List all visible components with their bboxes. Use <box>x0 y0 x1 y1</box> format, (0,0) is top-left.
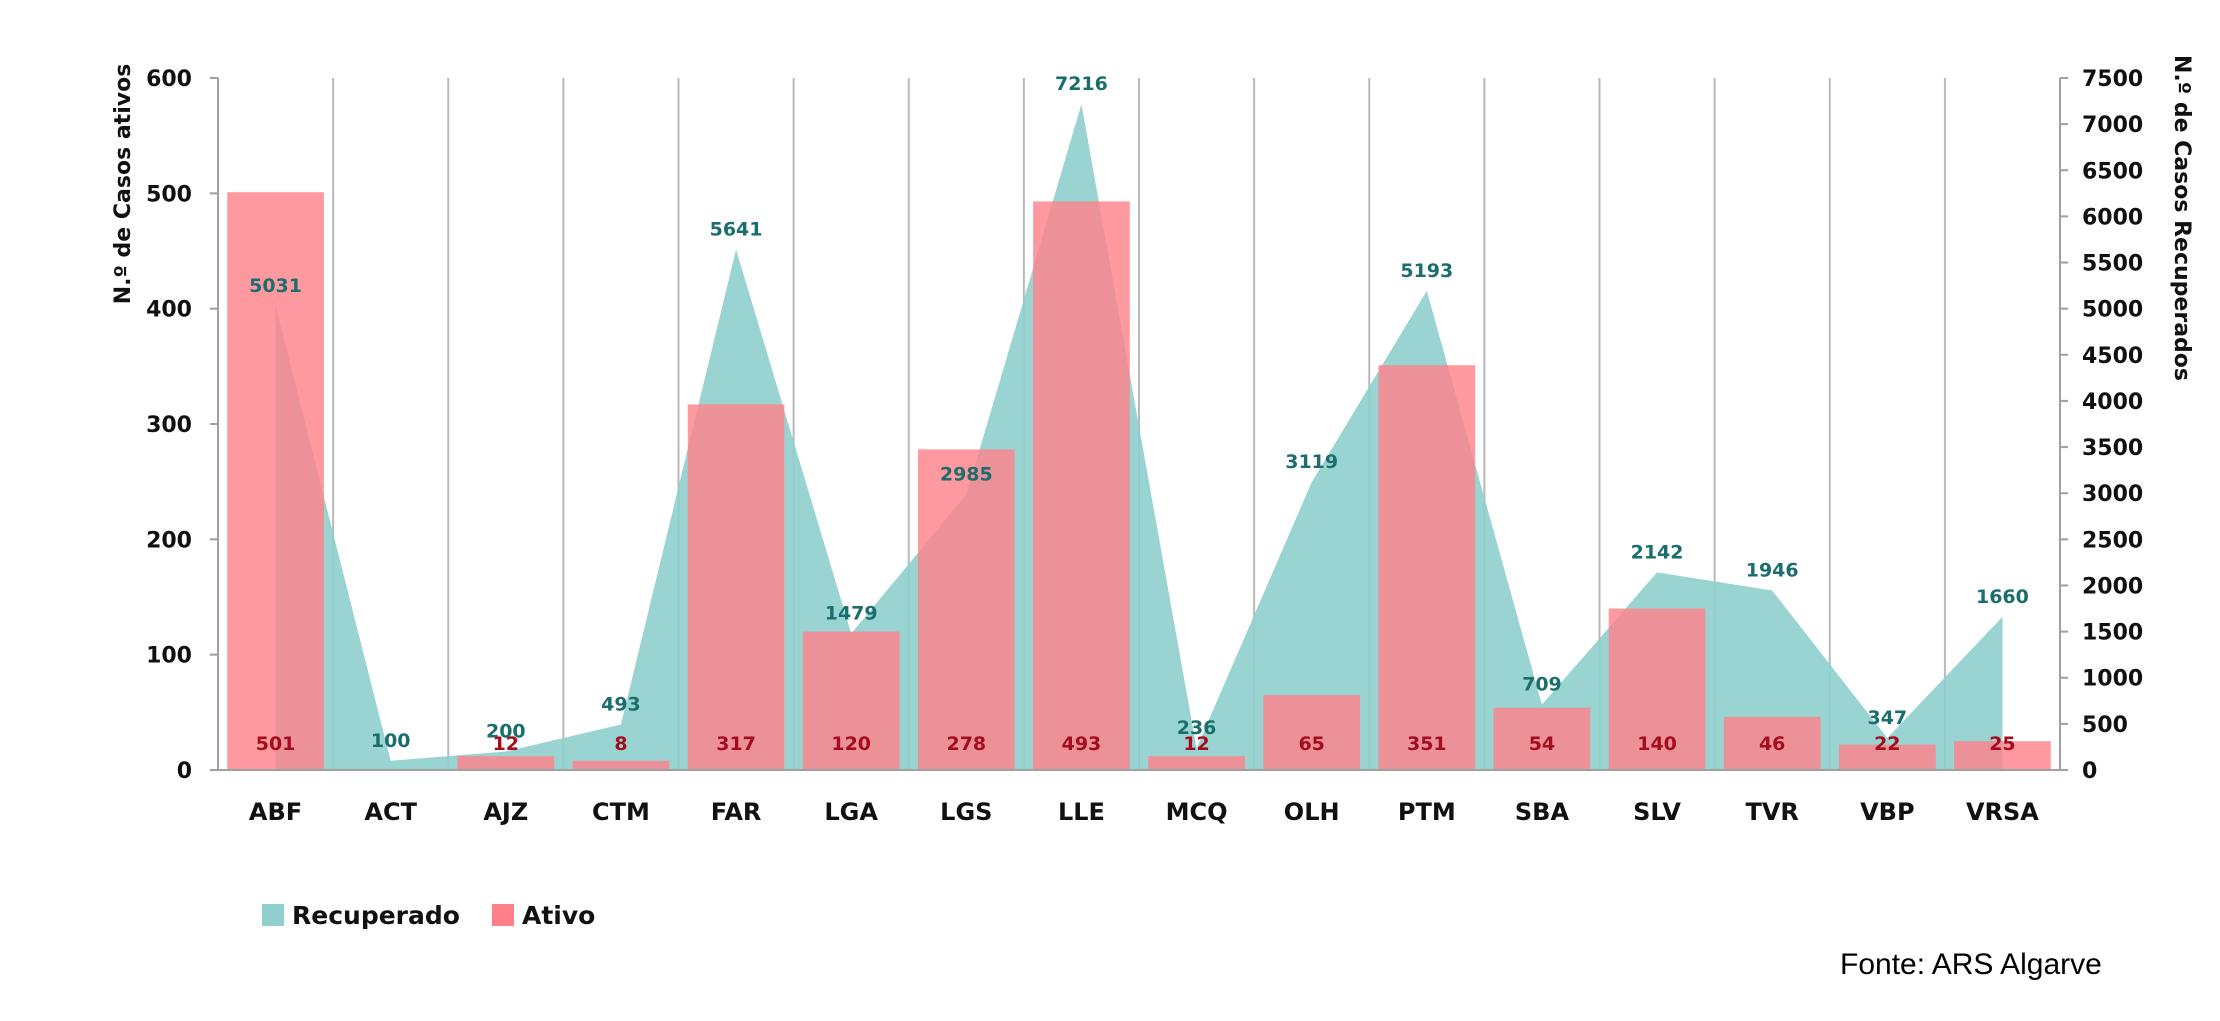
label-recuperado-mcq: 236 <box>1177 717 1217 739</box>
bar-ativo-vrsa <box>1954 741 2051 770</box>
bar-ativo-lle <box>1033 201 1130 770</box>
category-label-vbp: VBP <box>1860 798 1914 826</box>
label-ativo-far: 317 <box>716 733 756 755</box>
left-tick-label: 500 <box>146 182 192 207</box>
category-label-lga: LGA <box>824 798 878 826</box>
right-axis-title: N.º de Casos Recuperados <box>2169 55 2194 381</box>
label-recuperado-ajz: 200 <box>486 721 526 743</box>
bar-ativo-ctm <box>572 760 670 770</box>
label-ativo-vbp: 22 <box>1874 733 1900 755</box>
category-label-sba: SBA <box>1515 798 1570 826</box>
right-tick-label: 5500 <box>2082 252 2143 277</box>
label-recuperado-lgs: 2985 <box>940 464 993 486</box>
label-ativo-ajz: 12 <box>493 733 519 755</box>
label-ativo-abf: 501 <box>256 733 296 755</box>
label-ativo-sba: 54 <box>1529 733 1555 755</box>
label-recuperado-lle: 7216 <box>1055 73 1108 95</box>
category-label-ptm: PTM <box>1398 798 1456 826</box>
label-ativo-tvr: 46 <box>1759 733 1785 755</box>
label-ativo-vrsa: 25 <box>1989 733 2015 755</box>
label-recuperado-tvr: 1946 <box>1746 559 1799 581</box>
right-tick-label: 3000 <box>2082 482 2143 507</box>
label-ativo-slv: 140 <box>1637 733 1677 755</box>
right-tick-label: 7000 <box>2082 113 2143 138</box>
legend-swatch-recuperado <box>262 904 284 926</box>
category-label-vrsa: VRSA <box>1966 798 2039 826</box>
data-labels: 5031 100 200 493 5641 1479 2985 7216 236 3119 5193… <box>249 73 2029 755</box>
category-label-abf: ABF <box>249 798 302 826</box>
right-tick-label: 4000 <box>2082 390 2143 415</box>
bar-ativo-lgs <box>917 449 1015 770</box>
right-tick-label: 2000 <box>2082 574 2143 599</box>
label-ativo-mcq: 12 <box>1183 733 1209 755</box>
label-recuperado-abf: 5031 <box>249 275 302 297</box>
right-tick-label: 500 <box>2082 713 2128 738</box>
left-tick-label: 200 <box>146 528 192 553</box>
label-recuperado-lga: 1479 <box>825 603 878 625</box>
right-tick-label: 6500 <box>2082 159 2143 184</box>
bar-ativo-abf <box>227 192 324 770</box>
bar-ativo-tvr <box>1723 716 1821 770</box>
bar-ativo-sba <box>1493 707 1591 770</box>
axes: 0100200300400500600050010001500200025003… <box>111 55 2194 826</box>
right-tick-label: 3500 <box>2082 436 2143 461</box>
label-recuperado-ptm: 5193 <box>1400 260 1453 282</box>
label-recuperado-ctm: 493 <box>601 694 641 716</box>
bar-ativo-far <box>687 404 785 770</box>
right-tick-label: 7500 <box>2082 67 2143 92</box>
category-label-olh: OLH <box>1284 798 1340 826</box>
right-tick-label: 5000 <box>2082 298 2143 323</box>
source-note: Fonte: ARS Algarve <box>1840 948 2102 981</box>
left-tick-label: 100 <box>146 644 192 669</box>
right-tick-label: 6000 <box>2082 205 2143 230</box>
label-ativo-lga: 120 <box>831 733 871 755</box>
category-label-act: ACT <box>364 798 417 826</box>
bar-ativo-slv <box>1608 608 1706 770</box>
label-ativo-olh: 65 <box>1298 733 1324 755</box>
category-label-tvr: TVR <box>1745 798 1798 826</box>
label-recuperado-sba: 709 <box>1522 674 1562 696</box>
bar-ativo-ajz <box>457 756 555 770</box>
label-ativo-ptm: 351 <box>1407 733 1447 755</box>
bar-ativo-olh <box>1263 695 1361 770</box>
label-recuperado-slv: 2142 <box>1631 541 1684 563</box>
category-label-far: FAR <box>711 798 762 826</box>
label-recuperado-vbp: 347 <box>1867 707 1907 729</box>
legend-swatch-ativo <box>492 904 514 926</box>
label-recuperado-far: 5641 <box>710 219 763 241</box>
ativo-bar-layer <box>227 192 2051 770</box>
right-tick-label: 2500 <box>2082 528 2143 553</box>
label-ativo-lle: 493 <box>1062 733 1102 755</box>
left-axis-title: N.º de Casos ativos <box>111 64 136 305</box>
category-label-lgs: LGS <box>940 798 992 826</box>
label-recuperado-act: 100 <box>371 730 411 752</box>
legend-label-ativo: Ativo <box>522 901 595 930</box>
left-tick-label: 300 <box>146 413 192 438</box>
legend: Recuperado Ativo <box>262 901 595 930</box>
category-label-ajz: AJZ <box>483 798 528 826</box>
label-recuperado-olh: 3119 <box>1285 451 1338 473</box>
bar-ativo-vbp <box>1838 744 1936 770</box>
category-label-mcq: MCQ <box>1166 798 1228 826</box>
category-label-lle: LLE <box>1058 798 1105 826</box>
left-tick-label: 0 <box>177 759 192 784</box>
category-label-ctm: CTM <box>592 798 650 826</box>
label-recuperado-vrsa: 1660 <box>1976 586 2029 608</box>
label-ativo-ctm: 8 <box>614 733 627 755</box>
right-tick-label: 4500 <box>2082 344 2143 369</box>
left-tick-label: 400 <box>146 298 192 323</box>
bar-ativo-ptm <box>1378 365 1476 770</box>
right-tick-label: 0 <box>2082 759 2097 784</box>
bar-ativo-lga <box>802 631 900 770</box>
label-ativo-lgs: 278 <box>946 733 986 755</box>
bar-ativo-mcq <box>1148 756 1245 770</box>
right-tick-label: 1000 <box>2082 667 2143 692</box>
category-label-slv: SLV <box>1633 798 1681 826</box>
legend-label-recuperado: Recuperado <box>292 901 460 930</box>
right-tick-label: 1500 <box>2082 621 2143 646</box>
left-tick-label: 600 <box>146 67 192 92</box>
